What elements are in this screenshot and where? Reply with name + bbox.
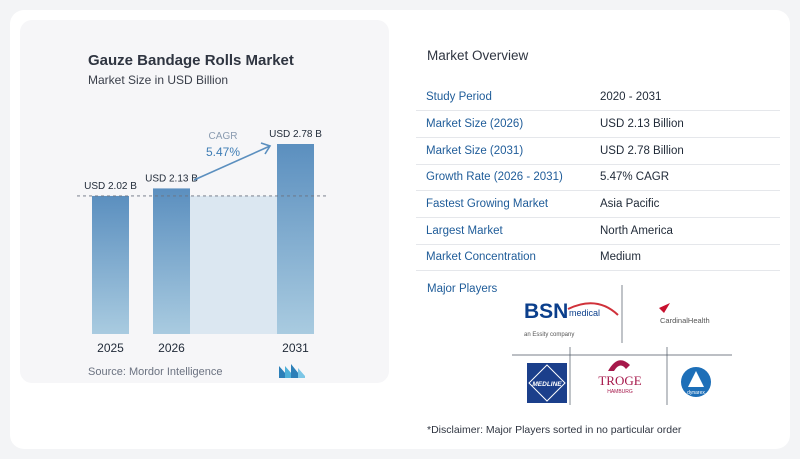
svg-text:an Essity company: an Essity company (524, 332, 574, 338)
svg-text:HAMBURG: HAMBURG (607, 389, 633, 395)
medline-logo-icon: MEDLINE (527, 363, 567, 403)
data-label-2026: USD 2.13 B (145, 173, 198, 184)
overview-label: Market Size (2026) (426, 118, 524, 131)
cagr-label: CAGR (209, 131, 238, 142)
cardinal-health-logo-icon: CardinalHealth (659, 303, 710, 325)
market-overview-table: Study Period 2020 - 2031 Market Size (2026… (416, 84, 780, 271)
bar-2031 (277, 144, 314, 334)
chart-title: Gauze Bandage Rolls Market (88, 52, 294, 69)
overview-row: Market Size (2026) USD 2.13 Billion (416, 111, 780, 138)
cagr-value: 5.47% (206, 145, 240, 159)
svg-text:dynarex: dynarex (687, 390, 705, 396)
cagr-arrowhead (260, 142, 272, 155)
market-size-bar-chart: USD 2.02 B 2025 USD 2.13 B 2026 USD 2.78 B 20… (77, 129, 328, 355)
dynarex-logo-icon: dynarex (681, 367, 711, 397)
overview-label: Study Period (426, 91, 492, 104)
highlight-band (190, 195, 277, 334)
major-players-logos: BSN medical an Essity company CardinalHe… (512, 285, 732, 405)
troge-logo-icon: TROGE HAMBURG (598, 360, 642, 395)
svg-text:medical: medical (569, 308, 600, 318)
overview-value: 5.47% CAGR (600, 171, 670, 184)
overview-label: Largest Market (426, 224, 503, 237)
source-text: Source: Mordor Intelligence (88, 366, 223, 378)
overview-value: USD 2.13 Billion (600, 118, 684, 131)
overview-label: Growth Rate (2026 - 2031) (426, 171, 563, 184)
overview-row: Fastest Growing Market Asia Pacific (416, 191, 780, 218)
overview-row: Growth Rate (2026 - 2031) 5.47% CAGR (416, 164, 780, 191)
mordor-logo-icon (279, 364, 305, 378)
svg-text:TROGE: TROGE (598, 373, 641, 388)
market-overview-title: Market Overview (427, 48, 529, 63)
overview-value: Asia Pacific (600, 198, 660, 211)
x-tick-2031: 2031 (282, 341, 309, 355)
chart-subtitle: Market Size in USD Billion (88, 73, 229, 87)
overview-row: Study Period 2020 - 2031 (416, 84, 780, 111)
overview-row: Market Size (2031) USD 2.78 Billion (416, 137, 780, 165)
x-tick-2025: 2025 (97, 341, 124, 355)
data-label-2025: USD 2.02 B (84, 181, 137, 192)
data-label-2031: USD 2.78 B (269, 129, 322, 140)
overview-value: North America (600, 224, 673, 237)
svg-text:BSN: BSN (524, 300, 568, 323)
disclaimer-text: *Disclaimer: Major Players sorted in no … (427, 424, 682, 436)
overview-value: USD 2.78 Billion (600, 144, 684, 157)
svg-text:MEDLINE: MEDLINE (532, 381, 562, 388)
overview-row: Largest Market North America (416, 217, 780, 245)
overview-value: Medium (600, 251, 641, 264)
overview-row: Market Concentration Medium (416, 244, 780, 271)
x-tick-2026: 2026 (158, 341, 185, 355)
major-players-title: Major Players (427, 283, 498, 295)
overview-label: Market Size (2031) (426, 144, 524, 157)
overview-label: Fastest Growing Market (426, 198, 549, 211)
svg-text:CardinalHealth: CardinalHealth (660, 316, 710, 325)
overview-label: Market Concentration (426, 251, 536, 264)
bar-2026 (153, 188, 190, 334)
overview-value: 2020 - 2031 (600, 91, 662, 104)
bar-2025 (92, 195, 129, 334)
cagr-arrow (193, 145, 271, 181)
bsn-medical-logo-icon: BSN medical an Essity company (524, 300, 619, 338)
